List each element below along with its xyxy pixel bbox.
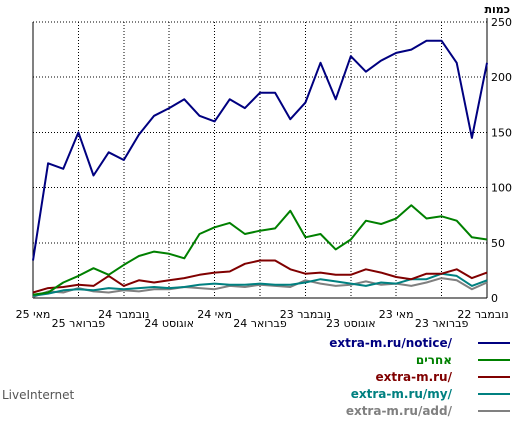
legend-item-my: extra-m.ru/my/ (210, 387, 510, 404)
legend-label: extra-m.ru/my/ (350, 387, 452, 401)
legend: extra-m.ru/notice/ אחרים extra-m.ru/ ext… (210, 336, 510, 421)
legend-swatch (478, 393, 510, 395)
x-tick-label: מאי 24 (197, 308, 232, 321)
legend-item-notice: extra-m.ru/notice/ (210, 336, 510, 353)
y-tick-label: 200 (491, 71, 512, 84)
series-line (32, 39, 488, 261)
legend-item-others: אחרים (210, 353, 510, 370)
x-tick-label: אוגוסט 23 (326, 317, 376, 330)
series-line (32, 259, 488, 294)
y-tick-label: 250 (491, 16, 512, 29)
x-tick-label: פברואר 24 (233, 317, 287, 330)
y-tick-label: 150 (491, 126, 512, 139)
legend-item-root: extra-m.ru/ (210, 370, 510, 387)
x-tick-label: פברואר 25 (52, 317, 106, 330)
legend-label: extra-m.ru/notice/ (329, 336, 452, 350)
legend-label: extra-m.ru/add/ (345, 404, 452, 418)
series-line (32, 277, 488, 298)
x-tick-label: מאי 25 (16, 308, 51, 321)
x-tick-label: נובמבר 24 (98, 308, 149, 321)
legend-swatch (478, 410, 510, 412)
legend-swatch (478, 376, 510, 378)
legend-label: extra-m.ru/ (375, 370, 452, 384)
series-line (32, 204, 488, 296)
legend-swatch (478, 359, 510, 361)
legend-swatch (478, 342, 510, 344)
y-tick-label: 0 (491, 292, 498, 305)
x-tick-label: אוגוסט 24 (144, 317, 194, 330)
x-tick-label: מאי 23 (379, 308, 414, 321)
x-tick-label: נובמבר 22 (457, 308, 508, 321)
y-tick-label: 100 (491, 182, 512, 195)
brand-label: LiveInternet (2, 388, 75, 402)
y-axis-title: כמות (485, 3, 510, 16)
x-tick-label: פברואר 23 (415, 317, 469, 330)
y-tick-label: 50 (491, 237, 505, 250)
x-tick-label: נובמבר 23 (280, 308, 331, 321)
legend-item-add: extra-m.ru/add/ (210, 404, 510, 421)
legend-label: אחרים (415, 353, 452, 367)
